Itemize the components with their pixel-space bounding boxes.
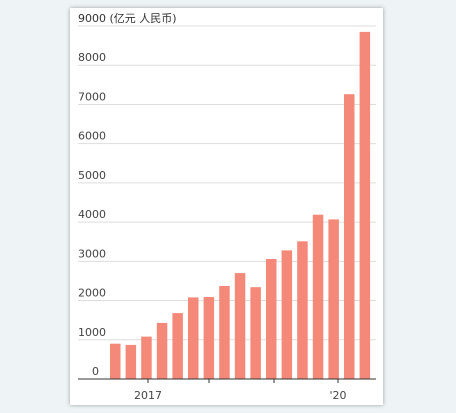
y-tick-label-6000: 6000 xyxy=(78,130,106,143)
bar-1 xyxy=(125,344,137,379)
x-tick-label-20: '20 xyxy=(329,389,346,402)
bar-4 xyxy=(172,313,183,379)
x-tick-label-2017: 2017 xyxy=(134,389,162,402)
bars xyxy=(110,31,371,380)
bar-2 xyxy=(141,336,152,379)
y-tick-label-4000: 4000 xyxy=(78,208,106,221)
bar-14 xyxy=(328,219,339,379)
y-tick-label-7000: 7000 xyxy=(78,90,106,103)
gridlines xyxy=(78,25,376,341)
bar-11 xyxy=(281,250,293,379)
unit-label: 9000 (亿元 人民币) xyxy=(78,12,177,25)
y-tick-label-3000: 3000 xyxy=(78,247,106,260)
bar-16 xyxy=(359,31,371,380)
y-tick-label-1000: 1000 xyxy=(78,326,106,339)
bar-9 xyxy=(250,287,261,379)
chart-card: 0 1000 2000 3000 4000 5000 6000 7000 8000 9000 (亿… xyxy=(70,8,383,405)
bar-15 xyxy=(344,94,355,379)
y-tick-label-8000: 8000 xyxy=(78,51,106,64)
bar-6 xyxy=(203,297,215,379)
y-tick-label-0: 0 xyxy=(92,365,99,378)
bar-13 xyxy=(312,214,324,379)
y-tick-label-2000: 2000 xyxy=(78,287,106,300)
bar-8 xyxy=(234,273,246,379)
bar-5 xyxy=(188,297,199,379)
bar-0 xyxy=(110,343,121,379)
bar-12 xyxy=(297,241,308,379)
y-tick-labels: 0 1000 2000 3000 4000 5000 6000 7000 8000 9000 (亿… xyxy=(78,12,177,378)
y-tick-label-5000: 5000 xyxy=(78,169,106,182)
bar-chart: 0 1000 2000 3000 4000 5000 6000 7000 8000 9000 (亿… xyxy=(78,12,376,402)
bar-10 xyxy=(266,259,277,379)
x-ticks xyxy=(147,379,339,383)
bar-3 xyxy=(156,322,168,379)
bar-7 xyxy=(219,286,230,379)
